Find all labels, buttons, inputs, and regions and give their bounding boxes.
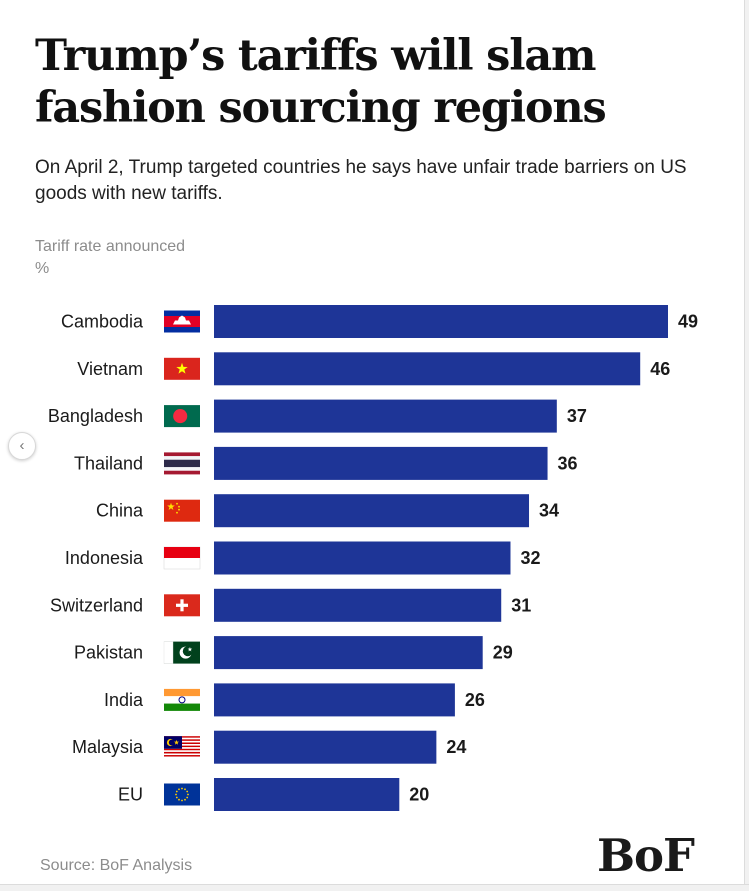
- chart-row-malaysia: Malaysia 24: [72, 730, 466, 764]
- chart-row-switzerland: Switzerland 31: [50, 588, 531, 622]
- bar-indonesia: [214, 541, 511, 575]
- bar-thailand: [214, 446, 548, 480]
- chart-row-pakistan: Pakistan 29: [74, 636, 513, 670]
- data-label: 34: [539, 501, 559, 521]
- data-label: 24: [446, 737, 466, 757]
- chart-row-thailand: Thailand 36: [74, 446, 578, 480]
- flag-indonesia-icon: [163, 546, 201, 570]
- bar-india: [214, 683, 455, 717]
- axis-label-block: Tariff rate announced %: [35, 236, 185, 280]
- bar-malaysia: [214, 730, 437, 764]
- category-label: Indonesia: [65, 548, 144, 568]
- flag-thailand-icon: [164, 452, 200, 475]
- data-label: 36: [558, 453, 578, 473]
- previous-slide-button[interactable]: ‹: [8, 432, 36, 460]
- bar-switzerland: [214, 588, 502, 622]
- data-label: 26: [465, 690, 485, 710]
- axis-label: Tariff rate announced: [35, 238, 186, 255]
- bar-chart: Cambodia 49 Vietnam 46 Bangladesh 37 Thailand 3…: [48, 305, 698, 811]
- bar-bangladesh: [214, 399, 557, 433]
- chart-row-eu: EU 20: [118, 778, 429, 811]
- data-label: 49: [678, 312, 698, 332]
- chevron-left-icon: ‹: [19, 437, 25, 454]
- data-label: 29: [493, 643, 513, 663]
- unit-label: %: [35, 260, 50, 277]
- chart-row-china: China 34: [96, 494, 559, 528]
- chart-row-vietnam: Vietnam 46: [77, 352, 670, 386]
- category-label: India: [104, 690, 144, 710]
- window-frame-bottom: [0, 884, 749, 891]
- category-label: Switzerland: [50, 595, 143, 615]
- flag-cambodia-icon: [164, 310, 200, 333]
- category-label: Vietnam: [77, 359, 143, 379]
- chart-title: Trump’s tariffs will slam fashion sourci…: [35, 31, 607, 133]
- flag-eu-icon: [164, 783, 200, 806]
- flag-pakistan-icon: [163, 641, 200, 664]
- data-label: 37: [567, 406, 587, 426]
- source-note: Source: BoF Analysis: [40, 857, 193, 874]
- flag-malaysia-icon: [164, 736, 200, 759]
- data-label: 32: [520, 548, 540, 568]
- flag-india-icon: [164, 688, 200, 711]
- data-label: 46: [650, 359, 670, 379]
- bar-pakistan: [214, 636, 483, 670]
- flag-switzerland-icon: [164, 594, 200, 617]
- bar-vietnam: [214, 352, 641, 386]
- category-label: Pakistan: [74, 643, 143, 663]
- bar-china: [214, 494, 530, 528]
- bar-cambodia: [214, 305, 668, 338]
- bof-logo: BoF: [597, 829, 695, 882]
- category-label: China: [96, 501, 144, 521]
- flag-china-icon: [164, 499, 200, 522]
- chart-row-india: India 26: [104, 683, 485, 717]
- chart-row-cambodia: Cambodia 49: [61, 305, 698, 338]
- data-label: 20: [409, 785, 429, 805]
- category-label: EU: [118, 785, 143, 805]
- chart-row-bangladesh: Bangladesh 37: [48, 399, 587, 433]
- category-label: Malaysia: [72, 737, 144, 757]
- window-frame-right: [744, 0, 749, 890]
- flag-bangladesh-icon: [164, 405, 200, 428]
- flag-vietnam-icon: [164, 357, 200, 380]
- category-label: Cambodia: [61, 312, 144, 332]
- bar-eu: [214, 778, 400, 811]
- chart-row-indonesia: Indonesia 32: [65, 541, 541, 575]
- category-label: Thailand: [74, 453, 143, 473]
- category-label: Bangladesh: [48, 406, 143, 426]
- chart-subtitle: On April 2, Trump targeted countries he …: [35, 157, 687, 204]
- data-label: 31: [511, 595, 531, 615]
